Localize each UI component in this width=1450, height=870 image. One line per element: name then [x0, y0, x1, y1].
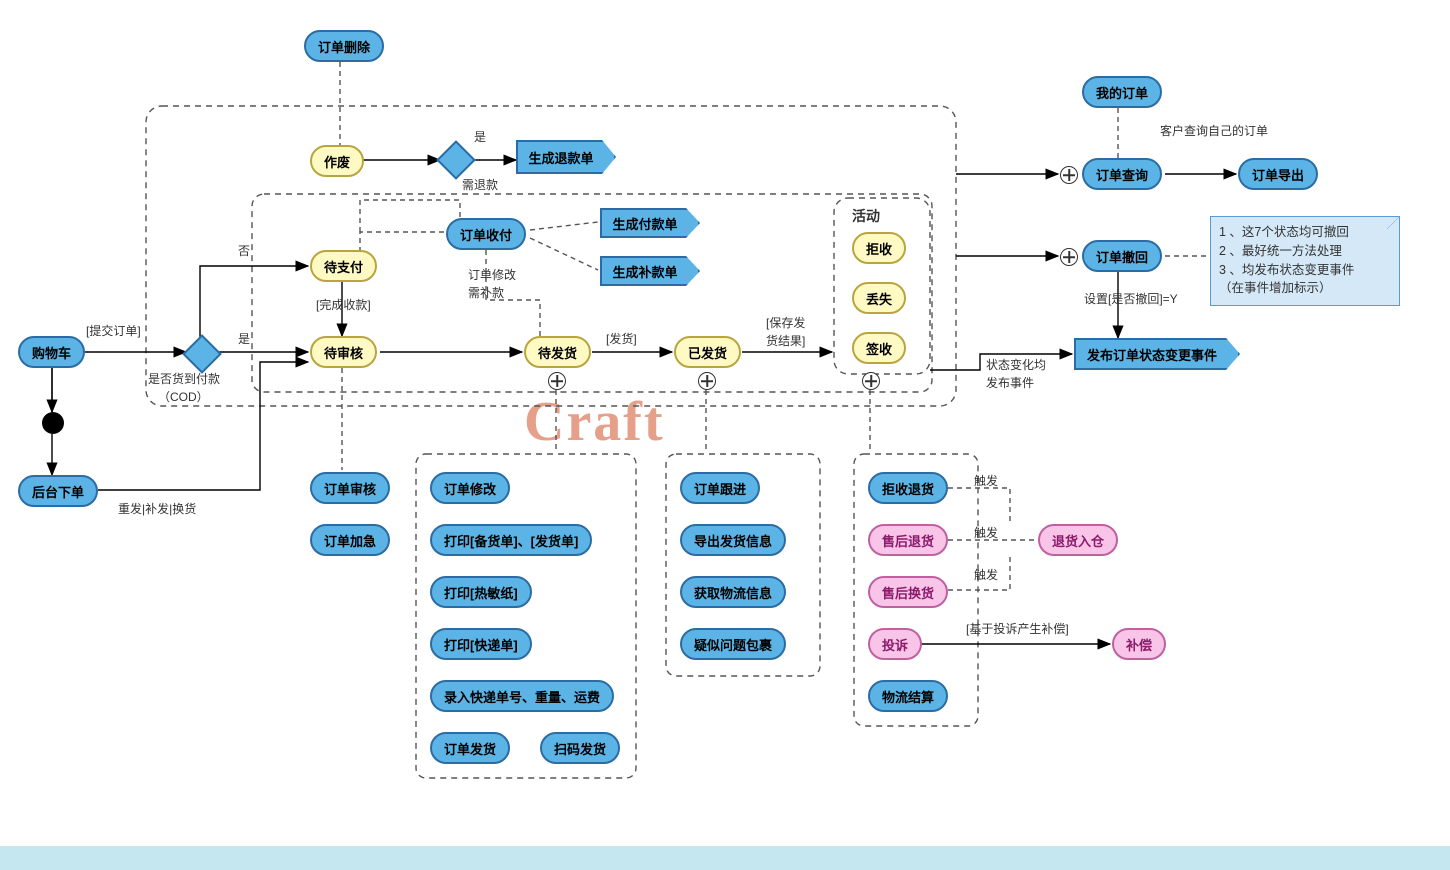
l_submit: [提交订单] [86, 322, 141, 339]
l_yes: 是 [474, 128, 486, 145]
l_cust: 客户查询自己的订单 [1160, 122, 1268, 139]
junction-c_t [698, 372, 716, 390]
l_evt: 状态变化均 [986, 356, 1046, 373]
n_track: 订单跟进 [680, 472, 760, 504]
l_needref: 需退款 [462, 176, 498, 193]
n_audit: 待审核 [310, 336, 377, 368]
n_comp: 补偿 [1112, 628, 1166, 660]
n_activity_hdr: 活动 [852, 206, 880, 226]
l_yes_cod: 是 [238, 330, 250, 347]
n_gen_pay: 生成付款单 [600, 208, 700, 238]
n_suspect: 疑似问题包裹 [680, 628, 786, 660]
junction-c_r [1060, 248, 1078, 266]
n_asret: 售后退货 [868, 524, 948, 556]
bottom-strip [0, 846, 1450, 870]
junction-c_s [548, 372, 566, 390]
n_pay: 待支付 [310, 250, 377, 282]
n_collect: 订单收付 [446, 218, 526, 250]
n_getlog: 获取物流信息 [680, 576, 786, 608]
n_print2: 打印[热敏纸] [430, 576, 532, 608]
decision-d1 [182, 334, 222, 374]
l_trig2: 触发 [974, 524, 998, 541]
n_ship1: 订单发货 [430, 732, 510, 764]
n_refund_gen: 生成退款单 [516, 140, 616, 174]
n_input: 录入快递单号、重量、运费 [430, 680, 614, 712]
l_resend: 重发|补发|换货 [118, 500, 196, 517]
n_export: 订单导出 [1238, 158, 1318, 190]
l_ship: [发货] [606, 330, 637, 347]
n_complaint: 投诉 [868, 628, 922, 660]
n_rejret: 拒收退货 [868, 472, 948, 504]
l_modneed: 订单修改 [468, 266, 516, 283]
n_sign: 签收 [852, 332, 906, 364]
n_void: 作废 [310, 145, 364, 177]
l_done: [完成收款] [316, 296, 371, 313]
decision-d2 [436, 140, 476, 180]
l_cod: 是否货到付款 [148, 370, 220, 387]
junction-c_a [862, 372, 880, 390]
n_ship2: 扫码发货 [540, 732, 620, 764]
l_evt2: 发布事件 [986, 374, 1034, 391]
n_lost: 丢失 [852, 282, 906, 314]
l_trig3: 触发 [974, 566, 998, 583]
n_myorder: 我的订单 [1082, 76, 1162, 108]
n_print1: 打印[备货单]、[发货单] [430, 524, 592, 556]
n_pubevt: 发布订单状态变更事件 [1074, 338, 1240, 370]
l_save2: 货结果] [766, 332, 805, 349]
l_setrec: 设置[是否撤回]=Y [1084, 290, 1178, 307]
n_print3: 打印[快递单] [430, 628, 532, 660]
n_expship: 导出发货信息 [680, 524, 786, 556]
initial-b1 [42, 412, 64, 434]
n_toship: 待发货 [524, 336, 591, 368]
n_cart: 购物车 [18, 336, 85, 368]
l_comp: [基于投诉产生补偿] [966, 620, 1069, 637]
junction-c_q [1060, 166, 1078, 184]
n_query: 订单查询 [1082, 158, 1162, 190]
n_back_order: 后台下单 [18, 475, 98, 507]
l_save: [保存发 [766, 314, 805, 331]
n_recall: 订单撤回 [1082, 240, 1162, 272]
n_mod: 订单修改 [430, 472, 510, 504]
n_reject: 拒收 [852, 232, 906, 264]
l_cod2: （COD） [158, 388, 209, 405]
flowchart-canvas: Craft 订单删除作废 生成退款单购物车后台下单 待支付待审核 待发货 已发货 订单收付… [0, 0, 1450, 870]
n_delete: 订单删除 [304, 30, 384, 62]
recall-note: 1 、这7个状态均可撤回2 、最好统一方法处理3 、均发布状态变更事件（在事件增… [1210, 216, 1400, 306]
l_trig1: 触发 [974, 472, 998, 489]
n_asexc: 售后换货 [868, 576, 948, 608]
n_order_audit: 订单审核 [310, 472, 390, 504]
n_order_rush: 订单加急 [310, 524, 390, 556]
n_retwh: 退货入仓 [1038, 524, 1118, 556]
l_modneed2: 需补款 [468, 284, 504, 301]
watermark: Craft [524, 390, 665, 454]
n_logset: 物流结算 [868, 680, 948, 712]
n_gen_supp: 生成补款单 [600, 256, 700, 286]
n_shipped: 已发货 [674, 336, 741, 368]
l_no: 否 [238, 242, 250, 259]
